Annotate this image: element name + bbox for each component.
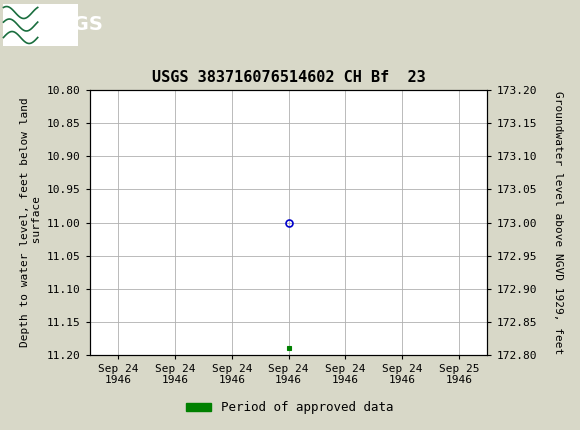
Legend: Period of approved data: Period of approved data [181, 396, 399, 419]
Y-axis label: Depth to water level, feet below land
 surface: Depth to water level, feet below land su… [20, 98, 42, 347]
Text: USGS: USGS [44, 15, 103, 34]
FancyBboxPatch shape [3, 4, 78, 46]
Y-axis label: Groundwater level above NGVD 1929, feet: Groundwater level above NGVD 1929, feet [553, 91, 563, 354]
Title: USGS 383716076514602 CH Bf  23: USGS 383716076514602 CH Bf 23 [152, 70, 425, 85]
